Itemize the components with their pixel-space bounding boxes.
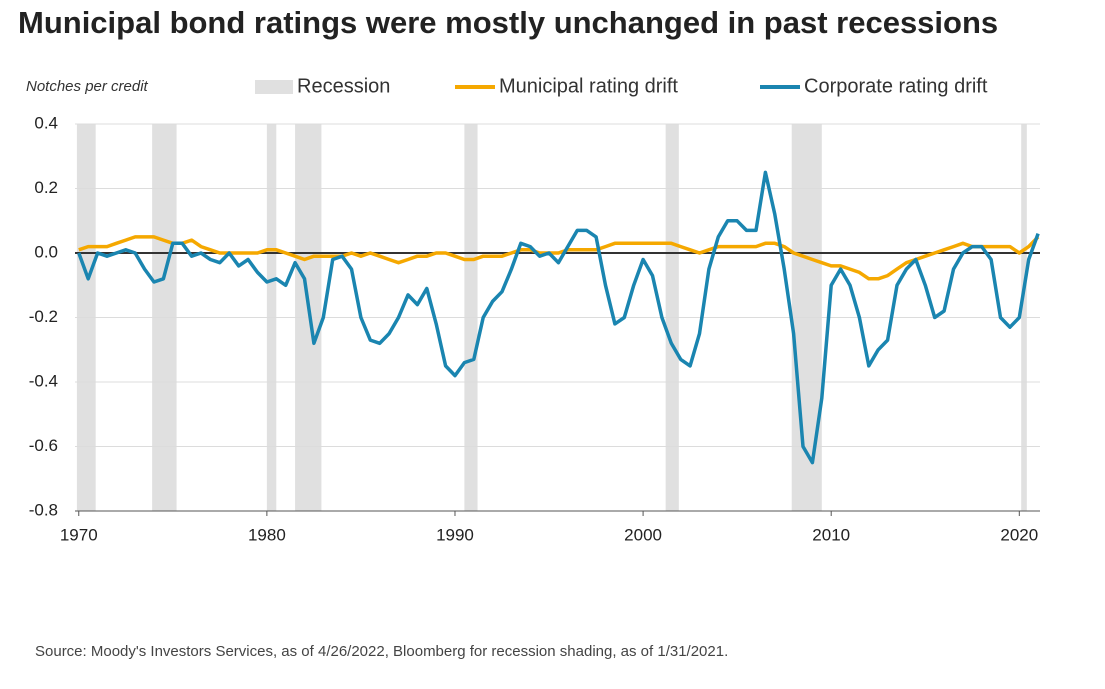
x-tick-label: 2000 (624, 525, 662, 544)
x-tick-label: 1990 (436, 525, 474, 544)
x-tick-label: 1970 (60, 525, 98, 544)
y-tick-label: -0.6 (29, 436, 58, 455)
legend-label: Recession (297, 75, 390, 97)
x-tick-label: 2010 (812, 525, 850, 544)
y-tick-label: -0.8 (29, 500, 58, 519)
y-tick-label: 0.0 (34, 242, 58, 261)
legend-label: Municipal rating drift (499, 75, 678, 97)
series-line (78, 235, 1040, 281)
y-axis-label: Notches per credit (26, 78, 149, 95)
y-tick-label: -0.2 (29, 307, 58, 326)
x-tick-label: 1980 (248, 525, 286, 544)
source-note: Source: Moody's Investors Services, as o… (35, 643, 728, 660)
legend-swatch (255, 80, 293, 94)
x-tick-label: 2020 (1000, 525, 1038, 544)
series-line (77, 170, 1040, 465)
y-tick-label: 0.2 (34, 178, 58, 197)
y-tick-label: 0.4 (34, 113, 58, 132)
legend-label: Corporate rating drift (804, 75, 988, 97)
y-tick-label: -0.4 (29, 371, 58, 390)
chart-title: Municipal bond ratings were mostly uncha… (18, 5, 998, 40)
